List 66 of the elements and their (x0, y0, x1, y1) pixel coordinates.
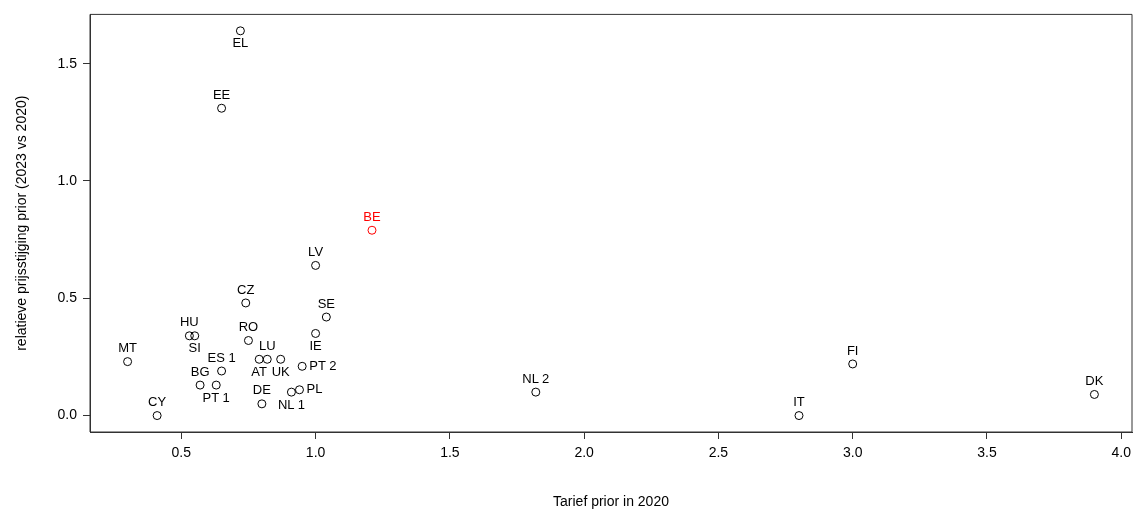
point (257, 399, 267, 409)
series-label: BE (363, 208, 381, 224)
x-tick-label: 4.0 (1111, 444, 1132, 461)
series-label: CY (148, 394, 167, 410)
series-label: BG (190, 363, 210, 379)
point (217, 103, 227, 113)
point (254, 354, 264, 364)
series-label: CZ (237, 281, 255, 297)
point (262, 354, 272, 364)
point (195, 380, 205, 390)
x-tick-label: 2.0 (574, 444, 595, 461)
series-label: DE (252, 382, 272, 398)
series-label: HU (179, 314, 199, 330)
series-label: AT (251, 363, 268, 379)
point (235, 26, 245, 36)
point (848, 359, 858, 369)
point (152, 411, 162, 421)
x-tick-label: 3.0 (842, 444, 863, 461)
y-tick-label: 1.0 (57, 171, 78, 188)
point (286, 387, 296, 397)
series-label: SI (188, 340, 201, 356)
series-label: MT (118, 340, 138, 356)
series-label: NL 1 (277, 396, 305, 412)
point (190, 331, 200, 341)
series-label: PT 2 (309, 357, 337, 373)
point (294, 385, 304, 395)
x-axis-title: Tarief prior in 2020 (553, 493, 670, 510)
point (794, 411, 804, 421)
x-tick-label: 3.5 (977, 444, 997, 461)
point (211, 380, 221, 390)
point (1089, 389, 1099, 399)
point (241, 298, 251, 308)
series-label: ES 1 (207, 349, 236, 365)
point (531, 387, 541, 397)
series-label: NL 2 (522, 370, 550, 386)
x-tick-label: 1.0 (305, 444, 326, 461)
x-tick-label: 1.5 (440, 444, 460, 461)
y-tick-label: 0.5 (57, 289, 78, 306)
series-label: RO (238, 319, 259, 335)
series-label: SE (317, 295, 336, 311)
y-tick-label: 0.0 (57, 406, 78, 423)
series-label: EE (212, 86, 231, 102)
x-tick-label: 0.5 (171, 444, 192, 461)
x-tick-label: 2.5 (708, 444, 729, 461)
point (184, 331, 194, 341)
point (123, 357, 133, 367)
point (276, 354, 286, 364)
series-label: PL (306, 381, 323, 397)
point (297, 361, 307, 371)
series-label: DK (1085, 373, 1104, 389)
series-label: LV (308, 244, 324, 260)
series-label: IE (309, 338, 323, 354)
series-label: PT 1 (202, 389, 230, 405)
y-tick-label: 1.5 (57, 54, 78, 71)
point (311, 328, 321, 338)
point (311, 260, 321, 270)
y-axis-title: relatieve prijsstijging prior (2023 vs 2020) (13, 95, 30, 351)
series-label: UK (271, 363, 291, 379)
series-label: IT (793, 394, 805, 410)
point (367, 225, 377, 235)
series-label: FI (846, 342, 859, 358)
series-label: EL (232, 35, 249, 51)
point (217, 366, 227, 376)
point (321, 312, 331, 322)
series-label: LU (258, 337, 276, 353)
point (243, 336, 253, 345)
